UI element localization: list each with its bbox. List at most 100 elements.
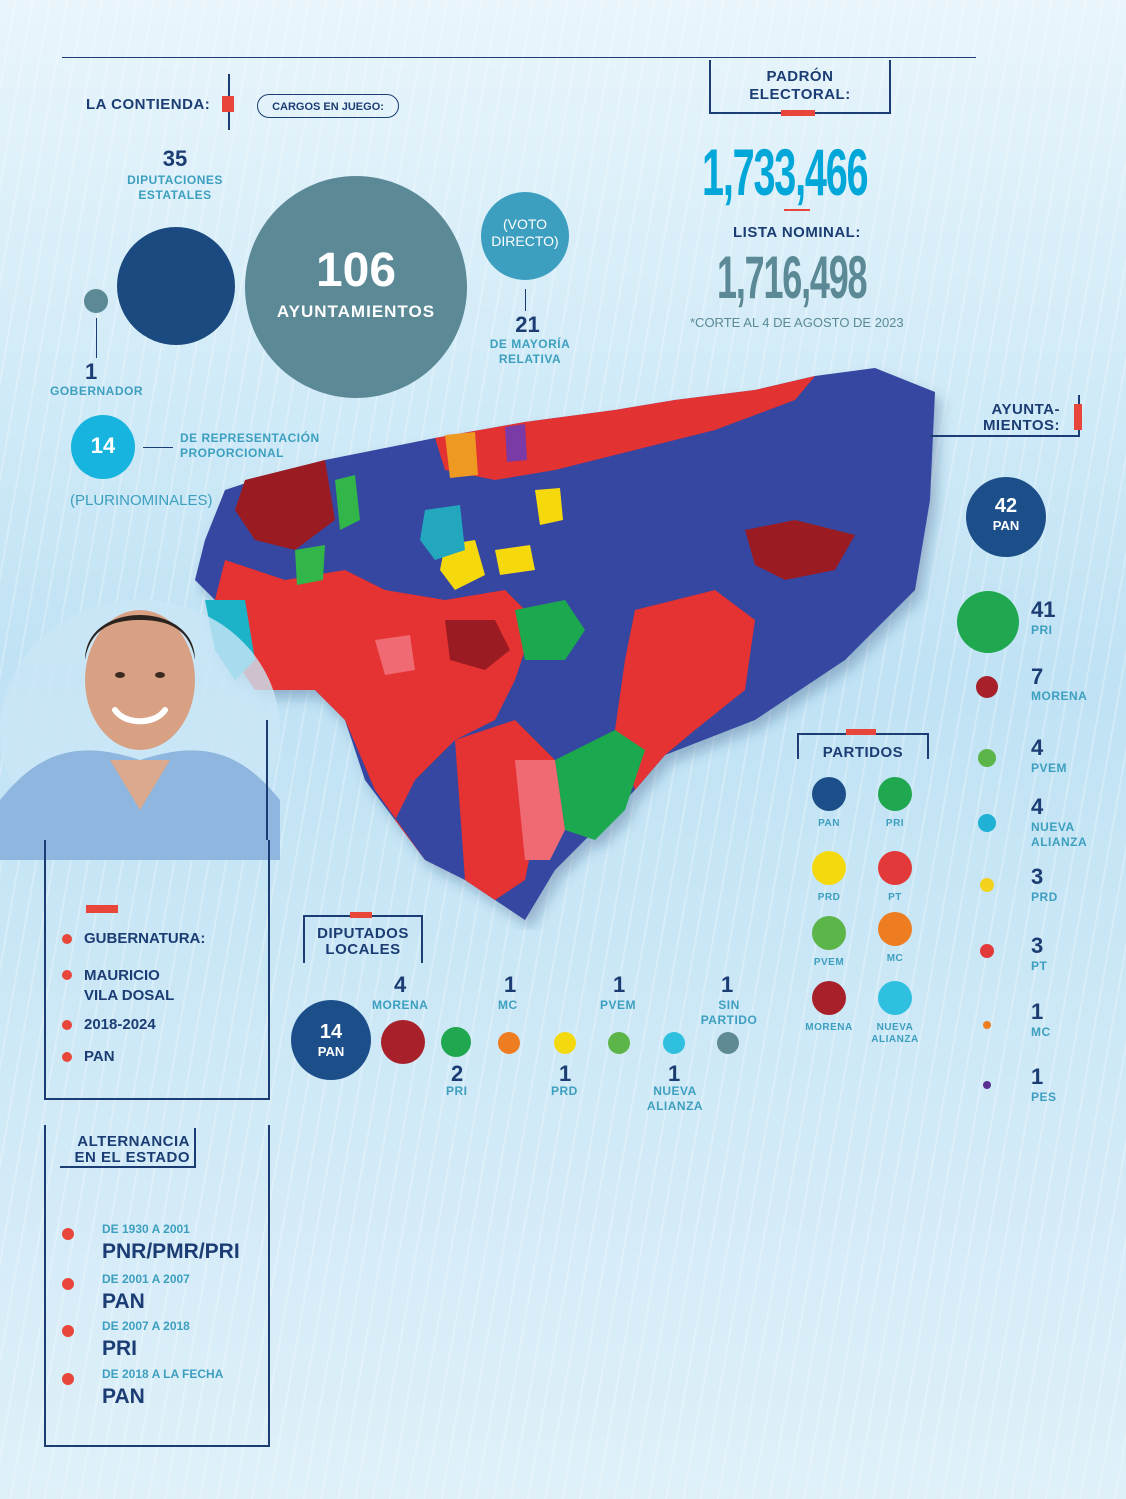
gubernatura-red-mark bbox=[86, 905, 118, 913]
gobernador-label: GOBERNADOR bbox=[50, 384, 144, 398]
ayunt-pan-circle bbox=[966, 477, 1046, 557]
rp-circle bbox=[71, 415, 135, 479]
ayunt-na-circle bbox=[978, 814, 996, 832]
map-region-morena-east bbox=[745, 520, 855, 580]
legend-pvem-dot bbox=[812, 916, 846, 950]
contienda-red-mark bbox=[222, 96, 234, 112]
ayunt-prd-circle bbox=[980, 878, 994, 892]
gubernatura-bracket bbox=[44, 840, 270, 1100]
ayunt-pes-count: 1 bbox=[1031, 1064, 1044, 1089]
dip-pvem-label: PVEM bbox=[600, 998, 637, 1012]
ayunt-na-label: NUEVA ALIANZA bbox=[1031, 820, 1088, 849]
rp-connector bbox=[143, 447, 173, 448]
map-region-morena-center bbox=[445, 620, 510, 670]
voto-directo-text: (VOTO DIRECTO) bbox=[491, 216, 559, 249]
legend-prd-label: PRD bbox=[817, 892, 841, 903]
dip-sp-circle bbox=[717, 1032, 739, 1054]
alternancia-title-box bbox=[60, 1128, 196, 1168]
bullet-icon bbox=[62, 1278, 74, 1290]
legend-morena-label: MORENA bbox=[805, 1022, 853, 1033]
dip-pri-count: 2 bbox=[451, 1061, 464, 1086]
ayunt-pes-label: PES bbox=[1031, 1090, 1057, 1104]
diputados-title: DIPUTADOS LOCALES bbox=[317, 925, 409, 958]
dip-morena-count: 4 bbox=[394, 972, 407, 997]
dip-prd-label: PRD bbox=[551, 1084, 578, 1098]
dip-na-count: 1 bbox=[668, 1061, 681, 1086]
padron-value: 1,733,466 bbox=[702, 135, 869, 209]
ayunt-pvem-label: PVEM bbox=[1031, 761, 1068, 775]
lista-value: 1,716,498 bbox=[717, 244, 868, 311]
bullet-icon bbox=[62, 1373, 74, 1385]
map-region-pt-east bbox=[615, 590, 755, 790]
diputados-red-mark bbox=[350, 912, 372, 918]
corte-note: *CORTE AL 4 DE AGOSTO DE 2023 bbox=[690, 315, 904, 330]
top-rule bbox=[62, 57, 976, 58]
gobernador-count: 1 bbox=[85, 359, 98, 384]
alternancia-title: ALTERNANCIA EN EL ESTADO bbox=[74, 1133, 190, 1166]
dip-sp-count: 1 bbox=[721, 972, 734, 997]
pluri-label: (PLURINOMINALES) bbox=[70, 492, 213, 509]
ayunt-pri-label: PRI bbox=[1031, 623, 1053, 637]
dip-na-label: NUEVA ALIANZA bbox=[646, 1084, 704, 1113]
ayuntamientos-count: 106 bbox=[315, 244, 397, 297]
governor-photo bbox=[0, 560, 280, 860]
map-region-pink-center bbox=[375, 635, 415, 675]
ayunt-pt-circle bbox=[980, 944, 994, 958]
dip-pvem-count: 1 bbox=[613, 972, 626, 997]
map-region-pri-north bbox=[435, 376, 815, 480]
ayunt-red-mark bbox=[1074, 404, 1082, 430]
diputaciones-circle bbox=[117, 227, 235, 345]
dip-prd-circle bbox=[554, 1032, 576, 1054]
bullet-icon bbox=[62, 1052, 72, 1062]
dip-prd-count: 1 bbox=[559, 1061, 572, 1086]
ayunt-mc-count: 1 bbox=[1031, 999, 1044, 1024]
dip-pan-text: 14 PAN bbox=[317, 1021, 345, 1059]
ayunt-morena-circle bbox=[976, 676, 998, 698]
ayunt-pan-text: 42 PAN bbox=[992, 495, 1020, 533]
map-region-na-1 bbox=[420, 505, 465, 560]
diputaciones-label: DIPUTACIONES ESTATALES bbox=[127, 173, 223, 202]
dip-mc-label: MC bbox=[498, 998, 518, 1012]
map-region-pvem-2 bbox=[295, 545, 325, 585]
legend-na-label: NUEVA ALIANZA bbox=[871, 1022, 919, 1045]
dip-na-circle bbox=[663, 1032, 685, 1054]
mayoria-count: 21 bbox=[515, 312, 540, 337]
dip-pri-label: PRI bbox=[446, 1084, 468, 1098]
ayunt-na-count: 4 bbox=[1031, 794, 1044, 819]
ayunt-prd-count: 3 bbox=[1031, 864, 1044, 889]
gubernatura-right-bar bbox=[266, 720, 268, 840]
map-region-prd-2 bbox=[495, 545, 535, 575]
legend-pt-label: PT bbox=[888, 892, 902, 903]
legend-pan-label: PAN bbox=[818, 818, 840, 829]
lista-label: LISTA NOMINAL: bbox=[733, 224, 861, 241]
alternancia-bracket bbox=[44, 1125, 270, 1447]
map-region-morena-west bbox=[235, 460, 335, 550]
legend-morena-dot bbox=[812, 981, 846, 1015]
ayunt-pri-count: 41 bbox=[1031, 597, 1056, 622]
padron-red-mark bbox=[781, 110, 815, 116]
partidos-title: PARTIDOS bbox=[822, 744, 904, 761]
yucatan-map bbox=[195, 368, 935, 920]
map-region-pink-south bbox=[515, 760, 565, 860]
diputaciones-count: 35 bbox=[162, 146, 188, 171]
dip-pvem-circle bbox=[608, 1032, 630, 1054]
dip-mc-circle bbox=[498, 1032, 520, 1054]
ayunt-morena-label: MORENA bbox=[1031, 689, 1088, 703]
cargos-pill: CARGOS EN JUEGO: bbox=[257, 94, 399, 118]
ayunt-mc-circle bbox=[983, 1021, 991, 1029]
legend-pan-dot bbox=[812, 777, 846, 811]
gobernador-circle bbox=[84, 289, 108, 313]
mayoria-label: DE MAYORÍA RELATIVA bbox=[489, 337, 571, 366]
cargos-label: CARGOS EN JUEGO: bbox=[272, 101, 384, 113]
map-region-pri-green-south bbox=[555, 730, 645, 840]
legend-mc-label: MC bbox=[886, 953, 904, 964]
dip-morena-label: MORENA bbox=[372, 998, 429, 1012]
bullet-icon bbox=[62, 1325, 74, 1337]
bullet-icon bbox=[62, 1020, 72, 1030]
ayunt-mc-label: MC bbox=[1031, 1025, 1051, 1039]
padron-title: PADRÓN ELECTORAL: bbox=[749, 68, 851, 103]
bullet-icon bbox=[62, 1228, 74, 1240]
dip-sp-label: SIN PARTIDO bbox=[700, 998, 758, 1027]
legend-pvem-label: PVEM bbox=[813, 957, 845, 968]
ayunt-pes-circle bbox=[983, 1081, 991, 1089]
